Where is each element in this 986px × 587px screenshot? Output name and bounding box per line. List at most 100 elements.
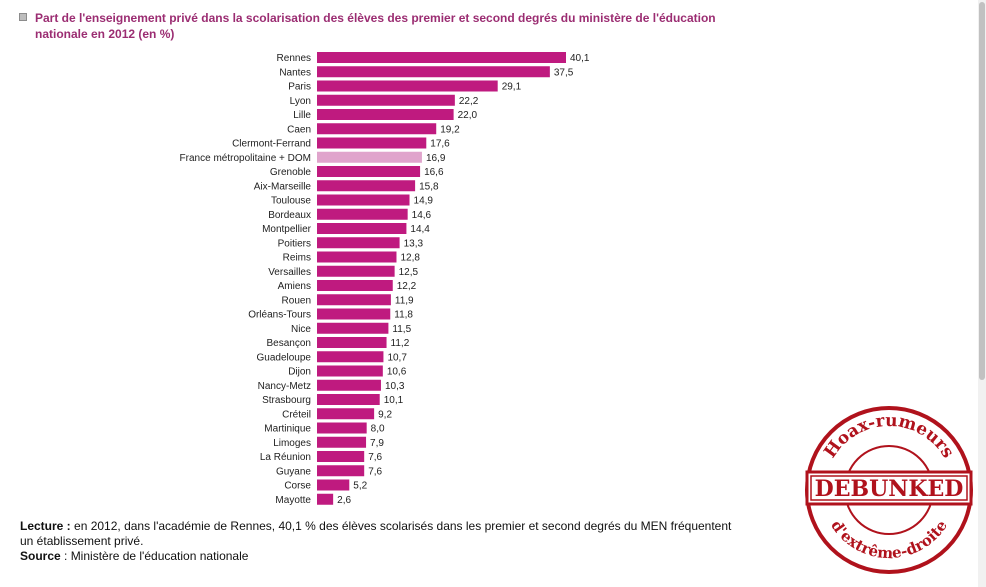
value-label: 12,8 [400, 253, 420, 264]
category-label: Caen [287, 124, 311, 135]
category-label: Clermont-Ferrand [232, 139, 311, 150]
bar [317, 280, 393, 291]
category-label: La Réunion [260, 452, 311, 463]
category-label: Corse [284, 481, 311, 492]
bar [317, 408, 375, 420]
stamp-bottom-text: d'extrême-droite [827, 517, 951, 562]
category-label: Nancy-Metz [258, 381, 311, 392]
category-label: Lyon [290, 96, 311, 107]
value-label: 12,5 [399, 267, 419, 278]
bar [317, 394, 380, 405]
bar [317, 465, 365, 477]
lecture-note: Lecture : en 2012, dans l'académie de Re… [20, 519, 790, 534]
bar [317, 223, 407, 234]
value-label: 10,3 [385, 381, 405, 392]
stamp-top-text: Hoax-rumeurs [820, 411, 957, 462]
value-label: 15,8 [419, 181, 439, 192]
bar [317, 308, 391, 320]
category-label: Mayotte [275, 495, 311, 506]
value-label: 13,3 [404, 238, 424, 249]
bar [317, 422, 367, 434]
bar [317, 151, 422, 163]
value-label: 9,2 [378, 409, 392, 420]
value-label: 14,4 [410, 224, 430, 235]
value-label: 7,6 [368, 452, 382, 463]
category-label: Toulouse [271, 196, 311, 207]
value-label: 16,6 [424, 167, 444, 178]
bar [317, 365, 383, 377]
bar [317, 194, 410, 206]
title-bullet-icon [19, 13, 27, 21]
stamp-banner-inner [810, 475, 968, 501]
category-label: France métropolitaine + DOM [180, 153, 311, 164]
value-label: 22,2 [459, 96, 479, 107]
stamp-banner [805, 470, 973, 506]
bar [317, 166, 421, 177]
category-label: Reims [283, 253, 311, 264]
category-label: Dijon [288, 367, 311, 378]
bar [317, 265, 395, 277]
value-label: 11,9 [395, 295, 414, 306]
bar [317, 180, 416, 192]
category-label: Nice [291, 324, 311, 335]
value-label: 17,6 [430, 139, 450, 150]
category-label: Bordeaux [268, 210, 311, 221]
value-label: 11,8 [394, 310, 413, 321]
bar [317, 237, 400, 249]
bar [317, 322, 389, 334]
bar [317, 451, 365, 462]
value-label: 7,9 [370, 438, 384, 449]
value-label: 29,1 [502, 82, 522, 93]
value-label: 11,5 [392, 324, 411, 335]
category-label: Besançon [267, 338, 311, 349]
lecture-text: en 2012, dans l'académie de Rennes, 40,1… [70, 519, 732, 533]
source-label: Source [20, 549, 61, 563]
value-label: 2,6 [337, 495, 351, 506]
bar [317, 351, 384, 363]
value-label: 7,6 [368, 466, 382, 477]
value-label: 14,6 [412, 210, 432, 221]
value-label: 14,9 [414, 196, 434, 207]
bar [317, 123, 437, 135]
category-label: Rennes [277, 53, 311, 64]
category-label: Montpellier [262, 224, 312, 235]
chart-title-line-2: nationale en 2012 (en %) [35, 27, 175, 41]
category-label: Martinique [264, 424, 311, 435]
lecture-note-line-2: un établissement privé. [20, 534, 144, 548]
value-label: 12,2 [397, 281, 417, 292]
category-label: Guyane [276, 466, 311, 477]
value-label: 10,1 [384, 395, 404, 406]
debunked-stamp: Hoax-rumeurs d'extrême-droite DEBUNKED [805, 406, 973, 574]
bar [317, 379, 381, 391]
category-label: Orléans-Tours [248, 310, 311, 321]
value-label: 5,2 [353, 481, 367, 492]
category-label: Rouen [282, 295, 311, 306]
value-label: 16,9 [426, 153, 446, 164]
category-label: Paris [288, 82, 311, 93]
category-label: Créteil [282, 409, 311, 420]
bar [317, 208, 408, 220]
chart-title-line-1: Part de l'enseignement privé dans la sco… [35, 11, 716, 25]
category-label: Lille [293, 110, 311, 121]
bar [317, 94, 455, 106]
value-label: 40,1 [570, 53, 590, 64]
lecture-label: Lecture : [20, 519, 71, 533]
category-label: Grenoble [270, 167, 312, 178]
chart-title: Part de l'enseignement privé dans la sco… [35, 10, 755, 42]
source-text: : Ministère de l'éducation nationale [60, 549, 249, 563]
category-label: Nantes [279, 67, 311, 78]
bar-chart: Rennes 40,1 Nantes 37,5 Paris 29,1 Lyon 22,2 Lil… [180, 52, 590, 506]
category-label: Limoges [273, 438, 311, 449]
category-label: Versailles [268, 267, 311, 278]
bar [317, 337, 387, 348]
stamp-center-text: DEBUNKED [815, 476, 964, 502]
scrollbar-thumb[interactable] [979, 2, 985, 380]
value-label: 37,5 [554, 67, 574, 78]
bar [317, 66, 550, 78]
category-label: Guadeloupe [257, 352, 312, 363]
bar [317, 80, 498, 92]
bar [317, 436, 367, 448]
category-label: Strasbourg [262, 395, 311, 406]
category-label: Aix-Marseille [254, 181, 312, 192]
value-label: 10,6 [387, 367, 407, 378]
